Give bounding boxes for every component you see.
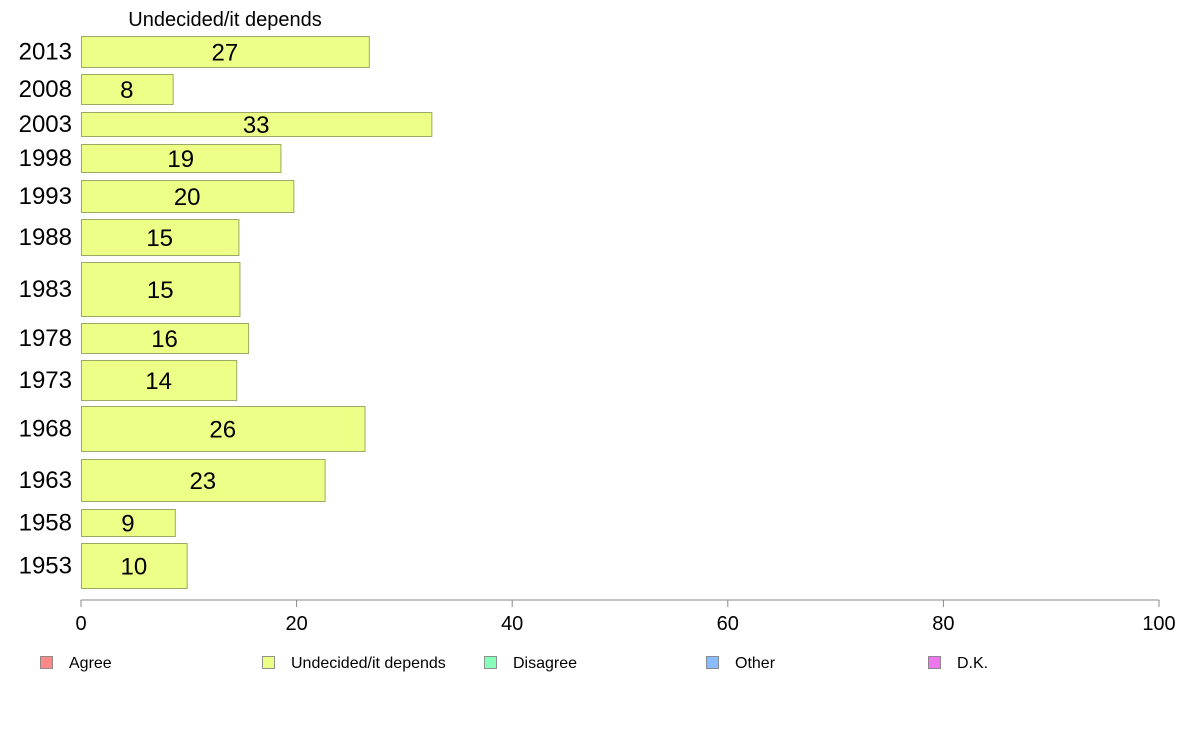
- bar-value-label: 8: [120, 77, 133, 104]
- panel-title: Undecided/it depends: [128, 9, 321, 31]
- category-label: 1963: [19, 467, 72, 494]
- bar: [81, 36, 370, 68]
- bar: [81, 459, 326, 502]
- x-axis: 0 20 40 60 80 100: [75, 599, 1176, 635]
- bar-value-label: 16: [151, 326, 178, 353]
- bar: [81, 180, 295, 213]
- bar-value-label: 10: [120, 554, 147, 581]
- legend-label: Disagree: [513, 655, 577, 672]
- category-label: 1968: [19, 416, 72, 443]
- legend-label: Other: [735, 655, 776, 672]
- bar: [81, 112, 433, 137]
- bar: [81, 323, 250, 354]
- legend-label: D.K.: [957, 655, 988, 672]
- category-label: 1993: [19, 183, 72, 210]
- bar-value-label: 23: [189, 468, 216, 495]
- legend: Agree Undecided/it depends Disagree Other D.…: [40, 655, 988, 672]
- legend-swatch: [262, 656, 275, 669]
- category-label: 1958: [19, 510, 72, 537]
- x-tick-label: 100: [1142, 613, 1175, 635]
- x-tick-label: 40: [501, 613, 523, 635]
- bar: [81, 509, 176, 537]
- bar-value-label: 19: [167, 146, 194, 173]
- bar: [81, 406, 366, 452]
- x-tick-label: 60: [717, 613, 739, 635]
- legend-label: Agree: [69, 655, 112, 672]
- bar: [81, 219, 240, 256]
- category-label: 2013: [19, 39, 72, 66]
- x-tick-label: 0: [75, 613, 86, 635]
- category-label: 1973: [19, 367, 72, 394]
- bar-value-label: 15: [147, 277, 174, 304]
- bar-value-label: 20: [174, 184, 201, 211]
- category-label: 2008: [19, 76, 72, 103]
- bar: [81, 543, 188, 589]
- legend-label: Undecided/it depends: [291, 655, 446, 672]
- bar: [81, 144, 282, 173]
- bar-value-label: 9: [121, 511, 134, 538]
- category-label: 2003: [19, 111, 72, 138]
- x-tick-label: 20: [285, 613, 307, 635]
- category-label: 1953: [19, 553, 72, 580]
- bars: 2013 27 2008 8 2003 33 1998 19 1993 20 1988 15 1983 1…: [19, 36, 433, 589]
- bar-value-label: 14: [145, 368, 172, 395]
- legend-swatch: [484, 656, 497, 669]
- legend-swatch: [928, 656, 941, 669]
- bar-value-label: 33: [243, 112, 270, 139]
- category-label: 1998: [19, 145, 72, 172]
- category-label: 1978: [19, 325, 72, 352]
- bar: [81, 360, 238, 401]
- legend-swatch: [706, 656, 719, 669]
- bar: [81, 74, 174, 105]
- category-label: 1983: [19, 276, 72, 303]
- bar-value-label: 15: [146, 225, 173, 252]
- bar: [81, 262, 241, 317]
- x-tick-label: 80: [932, 613, 954, 635]
- bar-value-label: 26: [209, 417, 236, 444]
- bar-value-label: 27: [212, 40, 239, 67]
- legend-swatch: [40, 656, 53, 669]
- category-label: 1988: [19, 224, 72, 251]
